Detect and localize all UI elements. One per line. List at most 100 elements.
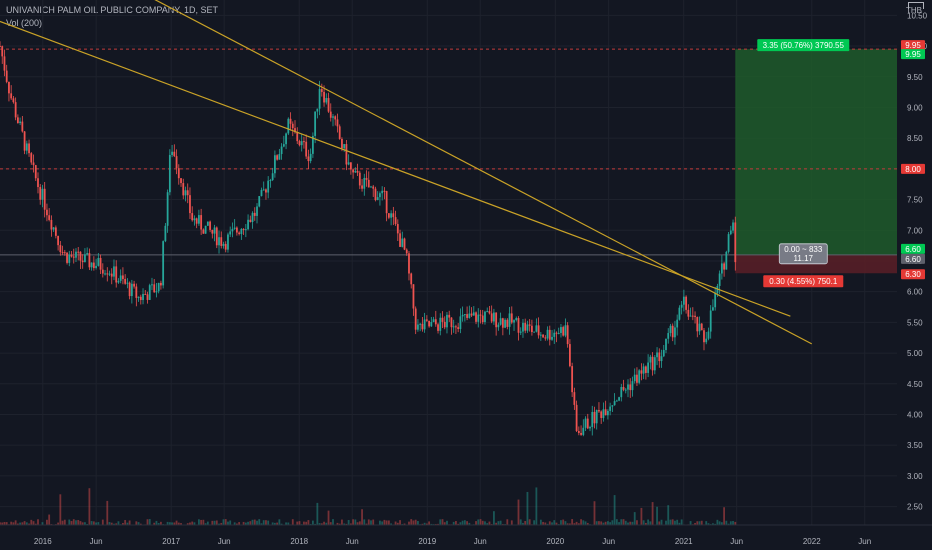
candle-body: [153, 284, 156, 293]
candle-body: [88, 253, 91, 268]
volume-bar: [173, 522, 176, 525]
candle-body: [23, 131, 26, 151]
candle-body: [135, 286, 138, 298]
volume-bar: [175, 520, 178, 525]
candle-body: [553, 332, 556, 337]
volume-bar: [235, 523, 238, 525]
target-label: 3.35 (50.76%) 3790.55: [763, 41, 845, 50]
volume-bar: [148, 519, 151, 525]
candle-body: [59, 245, 62, 253]
volume-bar: [206, 521, 209, 525]
x-axis[interactable]: 2016 Jun 2017 Jun 2018 Jun 2019 Jun 2020 Jun 2021 J…: [0, 524, 932, 546]
candle-body: [372, 186, 375, 189]
candle-body: [92, 262, 95, 269]
candle-body: [289, 118, 292, 124]
candle-body: [470, 313, 473, 316]
candle-body: [479, 314, 482, 316]
candle-body: [191, 213, 194, 221]
candle-body: [667, 333, 670, 339]
volume-bar: [396, 522, 399, 525]
candle-body: [678, 307, 681, 320]
candle-body: [443, 321, 446, 328]
volume-bar: [229, 520, 232, 525]
volume-bar: [90, 521, 93, 525]
volume-bar: [459, 522, 462, 525]
candle-body: [19, 121, 22, 124]
candle-body: [495, 312, 498, 328]
candle-body: [130, 283, 133, 297]
candle-body: [320, 89, 323, 92]
volume-bar: [349, 523, 352, 525]
price-tag-bg: [901, 40, 925, 51]
candle-body: [582, 427, 585, 435]
candle-body: [580, 432, 582, 435]
candle-body: [698, 323, 701, 332]
candle-body: [139, 296, 142, 301]
volume-bar: [32, 521, 35, 525]
volume-bar: [716, 519, 719, 525]
volume-bar: [678, 522, 681, 525]
volume-bar: [204, 523, 207, 525]
candle-body: [475, 312, 477, 322]
candle-body: [504, 319, 506, 328]
candle-body: [233, 227, 236, 229]
candle-body: [81, 260, 84, 263]
candle-body: [562, 327, 565, 336]
volume-bar: [370, 520, 372, 525]
candle-body: [396, 224, 399, 234]
volume-bar: [303, 521, 305, 525]
candle-body: [300, 141, 303, 146]
y-tick-label: 2.50: [907, 503, 923, 512]
volume-bar: [452, 521, 455, 525]
volume-indicator-label[interactable]: Vol (200): [6, 18, 43, 28]
candle-body: [517, 318, 520, 333]
candle-body: [707, 331, 710, 339]
candle-body: [0, 46, 1, 48]
candle-body: [189, 195, 191, 214]
y-tick-label: 4.50: [907, 380, 923, 389]
volume-bar: [671, 519, 674, 525]
x-tick-label: Jun: [858, 537, 871, 546]
candle-body: [240, 228, 243, 235]
trendlines[interactable]: [0, 0, 813, 345]
volume-bar: [59, 494, 62, 525]
volume-bar: [544, 522, 547, 525]
candle-body: [568, 344, 571, 367]
candle-body: [508, 313, 511, 327]
candle-body: [117, 280, 120, 283]
candle-body: [457, 327, 460, 329]
volume-bar: [320, 523, 323, 525]
volume-bar: [488, 521, 491, 525]
volume-bar: [128, 520, 131, 525]
candle-body: [213, 227, 216, 234]
candle-body: [46, 209, 48, 216]
volume-bar: [298, 521, 301, 525]
candle-body: [122, 275, 124, 279]
candle-body: [709, 310, 712, 332]
volume-bar: [712, 523, 714, 525]
candle-body: [682, 296, 685, 305]
volume-bar: [88, 488, 91, 525]
candle-body: [137, 296, 140, 298]
volume-bar: [72, 519, 75, 525]
volume-bar: [564, 521, 567, 525]
volume-bar: [367, 519, 370, 525]
volume-bar: [262, 520, 265, 525]
candle-body: [379, 193, 381, 198]
position-zones: [0, 49, 897, 274]
price-tag-label: 6.30: [905, 270, 921, 279]
candle-body: [542, 334, 544, 338]
volume-bar: [189, 522, 191, 525]
candle-body: [119, 275, 122, 281]
volume-bar: [468, 522, 471, 525]
candle-body: [723, 263, 726, 270]
volume-bar: [707, 523, 710, 525]
volume-bar: [618, 522, 620, 525]
volume-bar: [258, 519, 261, 525]
volume-bar: [260, 523, 263, 525]
candle-body: [162, 241, 165, 286]
volume-bar: [126, 522, 129, 525]
volume-bar: [287, 522, 290, 525]
candle-body: [551, 336, 553, 340]
